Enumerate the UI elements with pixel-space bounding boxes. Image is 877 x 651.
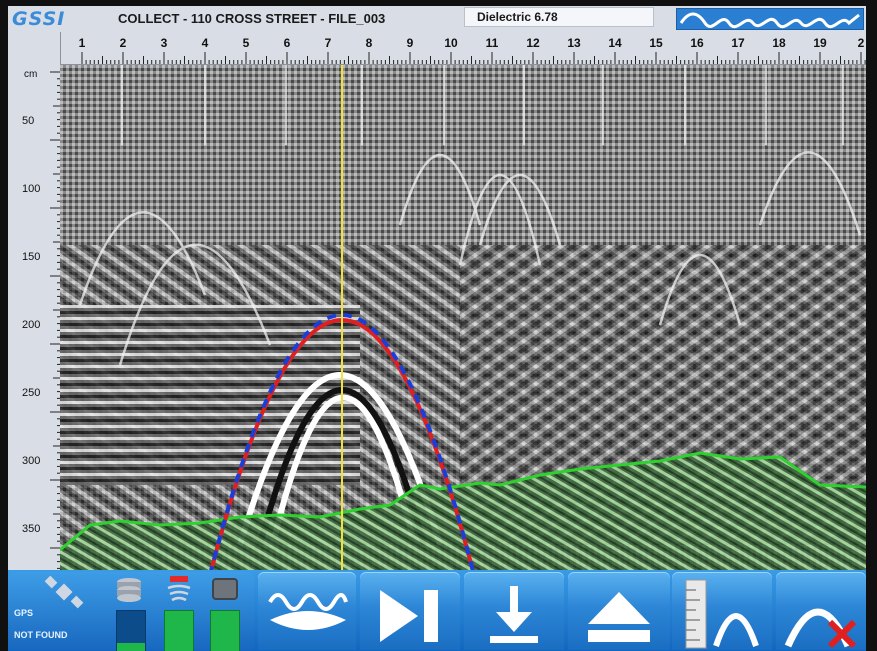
status-panel: GPS NOT FOUND xyxy=(8,572,254,651)
wave-icon xyxy=(268,593,348,630)
depth-tick-label: 50 xyxy=(22,115,34,127)
hyperbola-clear-button[interactable] xyxy=(776,572,866,650)
depth-tick-label: 100 xyxy=(22,183,40,195)
wave-filter-button[interactable] xyxy=(258,572,356,650)
storage-meter xyxy=(116,610,146,651)
bottom-toolbar: GPS NOT FOUND xyxy=(8,570,866,651)
hyperbola-delete-icon xyxy=(784,608,857,649)
dielectric-readout[interactable]: Dielectric 6.78 xyxy=(464,7,654,27)
depth-tick-label: 200 xyxy=(22,319,40,331)
distance-tick-label: 5 xyxy=(243,36,250,50)
distance-tick-label: 19 xyxy=(813,36,827,50)
page-title: COLLECT - 110 CROSS STREET - FILE_003 xyxy=(118,11,386,26)
distance-tick-label: 15 xyxy=(649,36,663,50)
satellite-icon xyxy=(44,576,84,609)
distance-tick-label: 6 xyxy=(284,36,291,50)
distance-tick-label: 10 xyxy=(444,36,458,50)
eject-icon xyxy=(588,592,650,642)
controller-icon xyxy=(212,578,238,600)
depth-ruler-ticks: cm 50 100 150 200 250 300 350 xyxy=(22,69,60,569)
depth-ruler: cm 50 100 150 200 250 300 350 xyxy=(8,32,61,570)
distance-tick-label: 13 xyxy=(567,36,581,50)
storage-icon xyxy=(117,578,141,602)
play-pause-icon xyxy=(380,590,438,642)
reflection-hyperbolas xyxy=(78,151,862,366)
fitted-hyperbola-blue xyxy=(208,313,476,576)
depth-tick-label: 300 xyxy=(22,455,40,467)
distance-ruler-ticks: 1 2 3 4 5 6 7 8 9 10 11 12 13 14 15 16 17 18 19 2 xyxy=(79,36,866,64)
distance-tick-label: 18 xyxy=(772,36,786,50)
hyperbola-fit-button[interactable] xyxy=(672,572,772,650)
distance-tick-label: 17 xyxy=(731,36,745,50)
hyperbola-ruler-icon xyxy=(685,579,759,649)
event-markers xyxy=(121,65,844,145)
distance-tick-label: 3 xyxy=(161,36,168,50)
radargram-upper-layer xyxy=(60,65,866,225)
distance-tick-label: 8 xyxy=(366,36,373,50)
distance-tick-label: 1 xyxy=(79,36,86,50)
antenna-icon xyxy=(167,576,191,602)
depth-unit-label: cm xyxy=(24,69,37,80)
storage-meter-fill xyxy=(117,643,145,651)
gps-label: GPS xyxy=(14,608,34,618)
radargram-view[interactable] xyxy=(59,65,867,576)
antenna-battery-meter xyxy=(164,610,194,651)
save-download-button[interactable] xyxy=(464,572,564,650)
distance-tick-label: 9 xyxy=(407,36,414,50)
depth-tick-label: 250 xyxy=(22,387,40,399)
gssi-logo: GSSI xyxy=(12,8,66,30)
play-pause-button[interactable] xyxy=(360,572,460,650)
distance-tick-label: 4 xyxy=(202,36,209,50)
download-icon xyxy=(490,586,538,643)
distance-tick-label: 2 xyxy=(858,36,865,50)
title-bar: GSSI COLLECT - 110 CROSS STREET - FILE_0… xyxy=(8,6,866,33)
distance-tick-label: 7 xyxy=(325,36,332,50)
ground-layer-boundary xyxy=(59,451,867,552)
gps-status: NOT FOUND xyxy=(14,630,68,640)
ground-layer-overlay xyxy=(60,453,866,570)
distance-tick-label: 14 xyxy=(608,36,622,50)
distance-tick-label: 16 xyxy=(690,36,704,50)
distance-ruler: 1 2 3 4 5 6 7 8 9 10 11 12 13 14 15 16 17 18 19 2 xyxy=(60,32,866,65)
distance-tick-label: 11 xyxy=(486,36,499,50)
waveform-icon xyxy=(679,12,860,29)
depth-tick-label: 150 xyxy=(22,251,40,263)
waveform-preview[interactable] xyxy=(676,8,864,30)
distance-tick-label: 2 xyxy=(120,36,127,50)
depth-tick-label: 350 xyxy=(22,523,40,535)
eject-button[interactable] xyxy=(568,572,670,650)
controller-battery-meter xyxy=(210,610,240,651)
distance-tick-label: 12 xyxy=(526,36,540,50)
